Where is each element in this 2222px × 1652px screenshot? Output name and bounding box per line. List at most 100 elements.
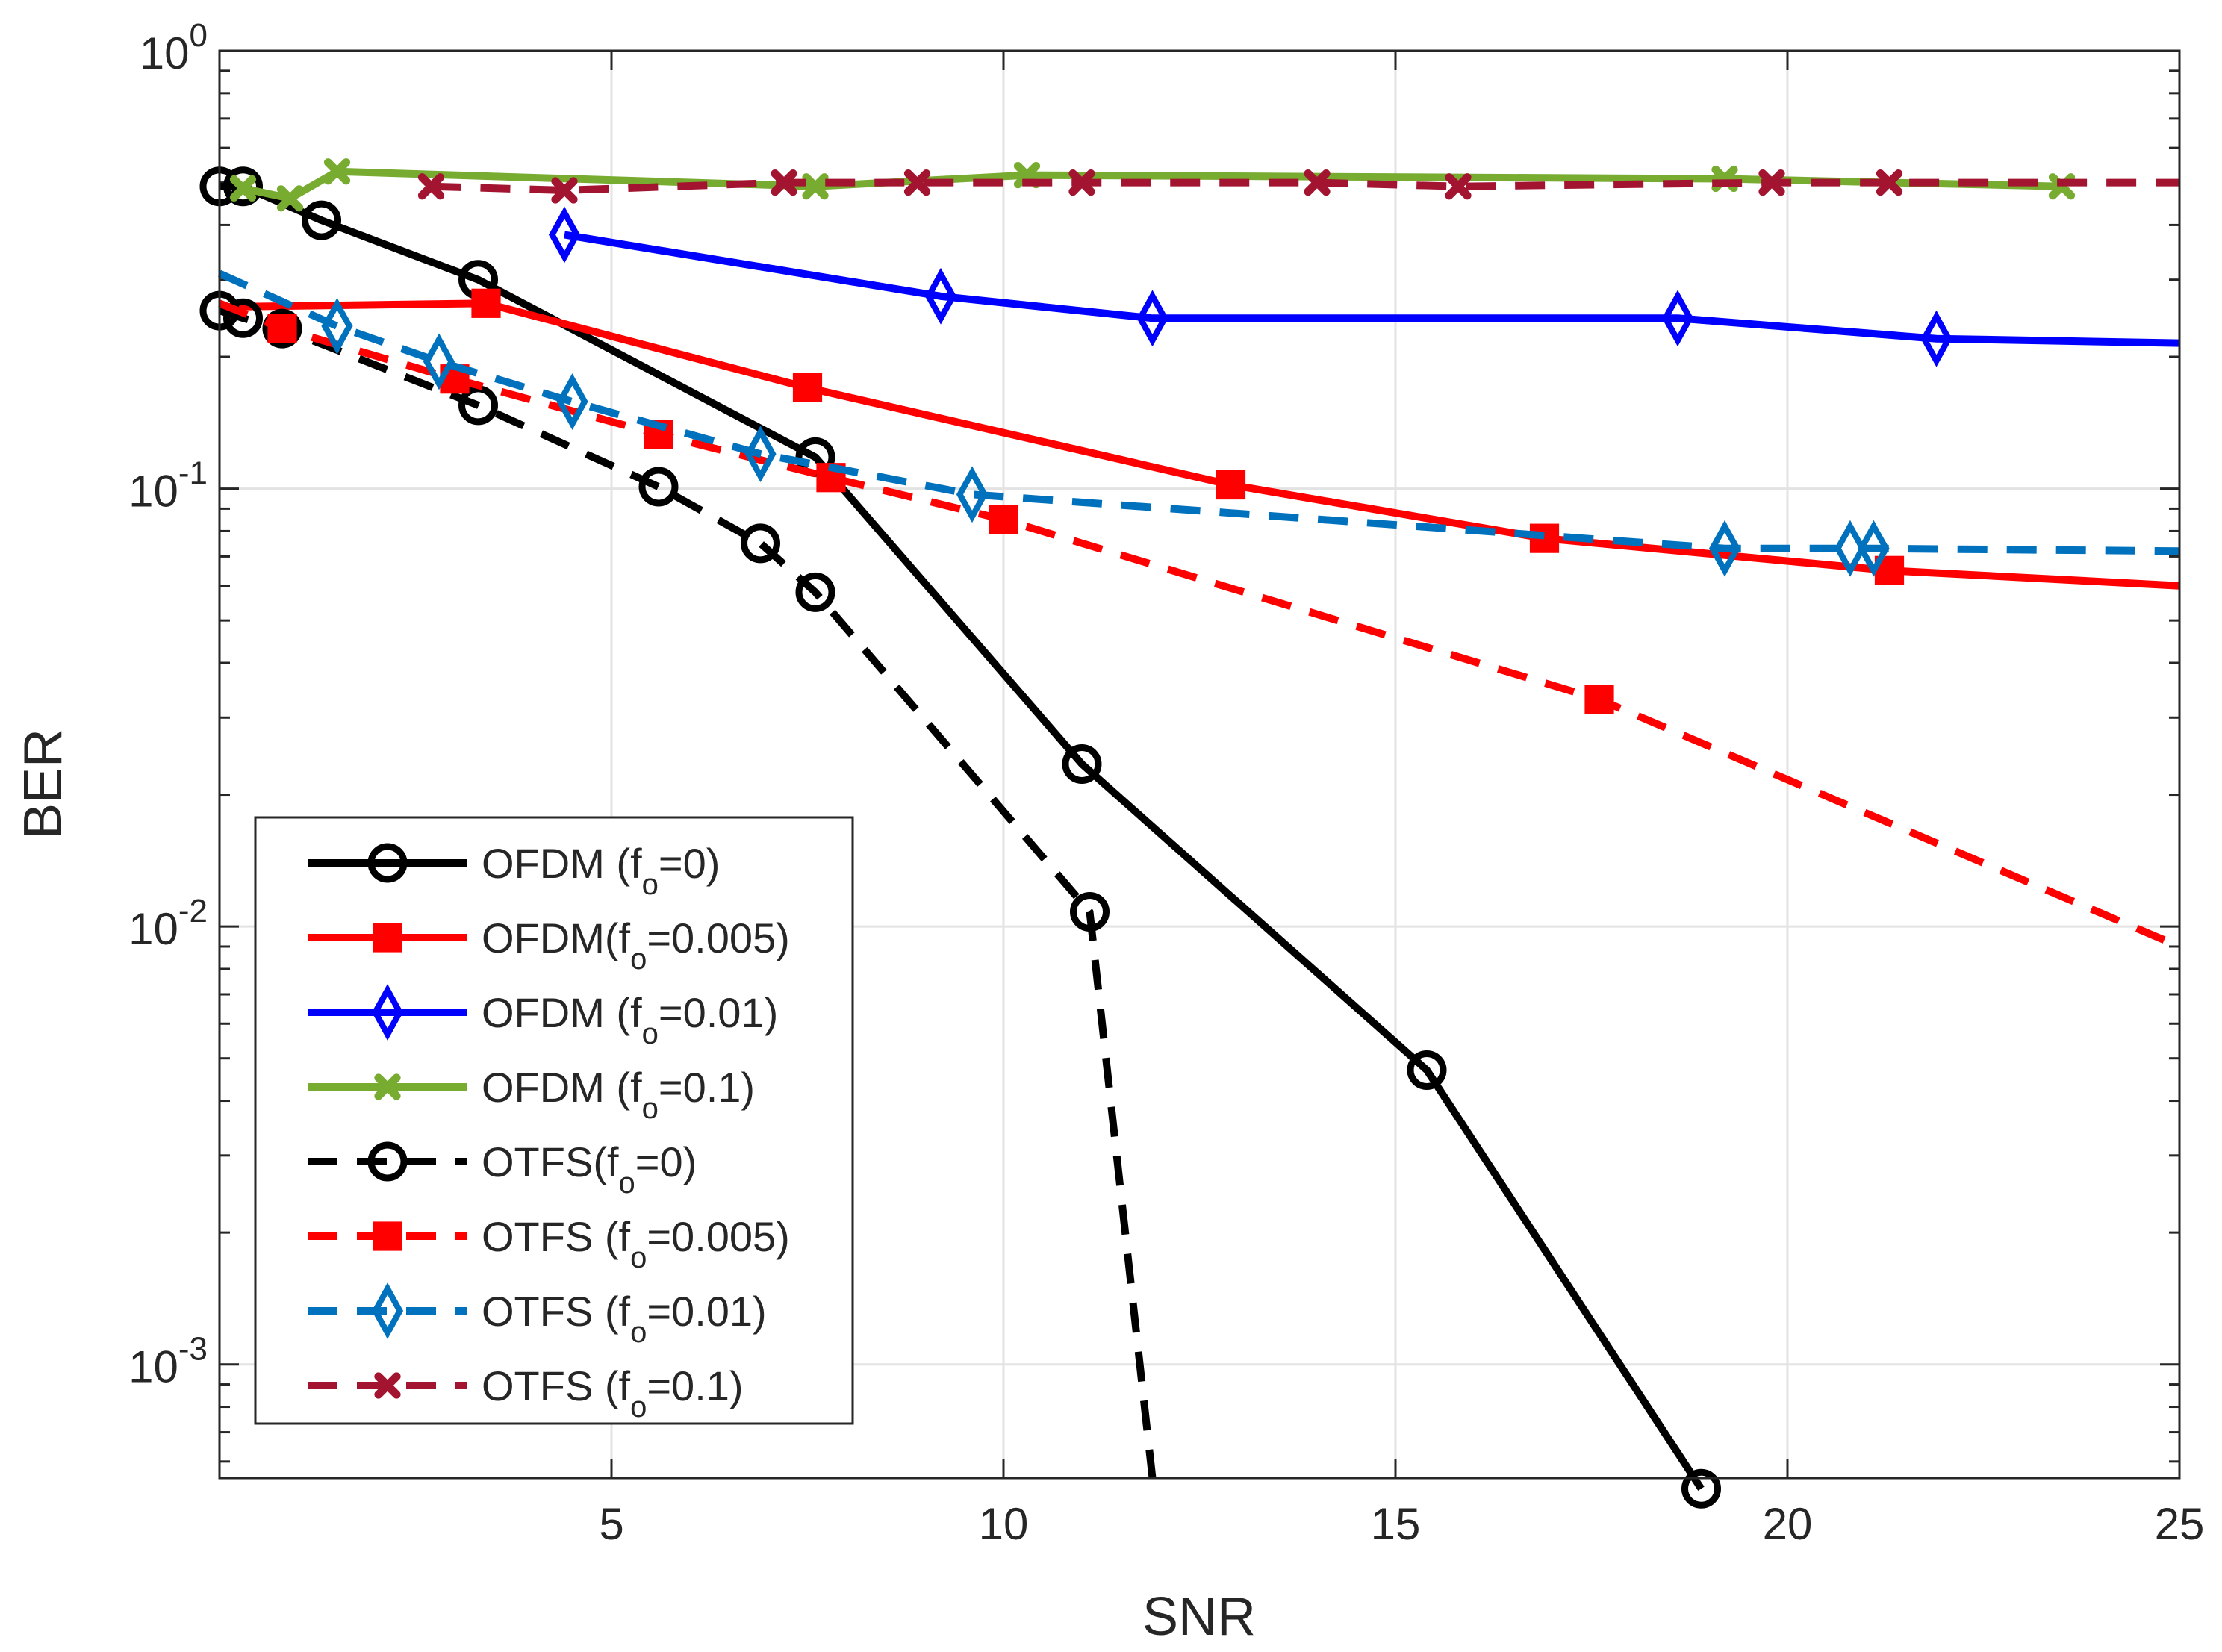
- legend-marker: [367, 1141, 408, 1182]
- series-marker: [903, 169, 931, 196]
- x-tick-label: 25: [2155, 1499, 2205, 1549]
- legend-item-5: OTFS (fo=0.005): [308, 1213, 790, 1274]
- legend-box: [254, 816, 854, 1425]
- legend-marker: [367, 843, 408, 883]
- series-marker: [741, 523, 780, 564]
- series-marker: [1876, 169, 1903, 196]
- series-marker: [323, 158, 351, 185]
- legend-label-rest: =0.005): [647, 1213, 790, 1260]
- legend-label-rest: =0): [659, 840, 721, 887]
- series-marker: [1858, 520, 1890, 577]
- series-marker: [1216, 470, 1246, 500]
- series-marker: [1136, 290, 1168, 347]
- x-axis-label: SNR: [1142, 1587, 1256, 1647]
- series-marker: [267, 314, 297, 343]
- x-tick-label: 10: [979, 1499, 1029, 1549]
- series-marker: [471, 288, 501, 318]
- series-2: [548, 206, 2180, 367]
- legend-label-sub: o: [630, 1391, 647, 1424]
- series-marker: [302, 200, 341, 240]
- series-marker: [423, 333, 455, 390]
- legend-label-main: OTFS (f: [482, 1288, 631, 1335]
- series-marker: [262, 308, 302, 349]
- y-tick-exponent: -2: [178, 893, 208, 929]
- y-tick-base: 10: [140, 28, 190, 78]
- series-marker: [1661, 290, 1694, 347]
- legend-marker: [374, 1073, 401, 1100]
- legend-marker: [371, 1282, 404, 1339]
- legend-item-4: OTFS(fo=0): [308, 1138, 697, 1200]
- legend-label-rest: =0): [635, 1138, 697, 1185]
- legend-label-main: OFDM (f: [482, 840, 642, 887]
- series-marker: [1068, 169, 1095, 196]
- series-1: [219, 288, 2180, 590]
- x-tick-label: 20: [1763, 1499, 1813, 1549]
- series-marker: [795, 572, 835, 612]
- legend-label-main: OTFS(f: [482, 1138, 619, 1185]
- legend-label-rest: =0.01): [647, 1288, 766, 1335]
- series-marker: [1304, 169, 1331, 196]
- y-tick-label: 10-2: [128, 893, 208, 954]
- series-7: [417, 169, 2179, 204]
- legend-item-1: OFDM(fo=0.005): [308, 914, 790, 976]
- y-tick-label: 100: [140, 17, 208, 78]
- legend-label: OTFS (fo=0.005): [482, 1213, 790, 1274]
- x-tick-label: 15: [1371, 1499, 1421, 1549]
- legend-item-0: OFDM (fo=0): [308, 840, 720, 901]
- legend-label-sub: o: [642, 868, 659, 901]
- y-tick-base: 10: [128, 1342, 178, 1392]
- legend-label-main: OFDM(f: [482, 914, 631, 961]
- legend-label: OTFS (fo=0.01): [482, 1288, 767, 1349]
- series-layer: [199, 158, 2181, 1509]
- series-marker: [1407, 1050, 1447, 1090]
- legend-label: OFDM(fo=0.005): [482, 914, 790, 976]
- legend-label-sub: o: [642, 1092, 659, 1125]
- x-tick-labels: 5 10 15 20 25: [599, 1499, 2204, 1549]
- legend-label-main: OFDM (f: [482, 989, 642, 1036]
- series-marker: [276, 185, 304, 212]
- series-marker: [1445, 173, 1472, 200]
- series-marker: [989, 505, 1018, 534]
- series-marker: [223, 166, 263, 207]
- series-6: [217, 269, 2180, 577]
- y-tick-base: 10: [128, 467, 178, 517]
- legend-label-sub: o: [642, 1017, 659, 1050]
- series-line: [218, 299, 2181, 950]
- series-marker: [771, 169, 797, 196]
- series-marker: [638, 467, 679, 507]
- series-marker: [321, 297, 353, 355]
- series-marker: [1681, 1468, 1721, 1509]
- legend-marker: [373, 1221, 402, 1251]
- series-marker: [924, 267, 957, 325]
- legend-item-6: OTFS (fo=0.01): [308, 1282, 767, 1349]
- legend-label-sub: o: [630, 1316, 647, 1349]
- legend-item-2: OFDM (fo=0.01): [308, 984, 778, 1050]
- x-tick-label: 5: [599, 1499, 623, 1549]
- series-marker: [223, 298, 263, 338]
- legend-marker: [371, 984, 404, 1041]
- y-tick-base: 10: [128, 904, 178, 954]
- series-marker: [1062, 744, 1102, 784]
- legend-label-main: OTFS (f: [482, 1362, 631, 1409]
- series-marker: [556, 373, 588, 430]
- legend-label-main: OTFS (f: [482, 1213, 631, 1260]
- legend-label: OFDM (fo=0): [482, 840, 720, 901]
- legend-label: OFDM (fo=0.1): [482, 1064, 755, 1125]
- legend-item-3: OFDM (fo=0.1): [308, 1064, 755, 1125]
- legend-item-7: OTFS (fo=0.1): [308, 1362, 744, 1424]
- y-tick-exponent: -3: [178, 1331, 208, 1368]
- series-marker: [1834, 520, 1867, 577]
- series-marker: [417, 173, 445, 200]
- series-line: [564, 231, 2180, 347]
- legend-marker: [374, 1372, 401, 1399]
- y-tick-label: 10-3: [128, 1331, 208, 1392]
- y-axis-label: BER: [13, 729, 73, 839]
- legend-label: OTFS (fo=0.1): [482, 1362, 744, 1424]
- series-marker: [1920, 310, 1952, 367]
- legend-label-rest: =0.1): [647, 1362, 743, 1409]
- series-marker: [1070, 892, 1110, 932]
- series-line: [218, 307, 1157, 1479]
- legend-label-sub: o: [630, 1241, 647, 1274]
